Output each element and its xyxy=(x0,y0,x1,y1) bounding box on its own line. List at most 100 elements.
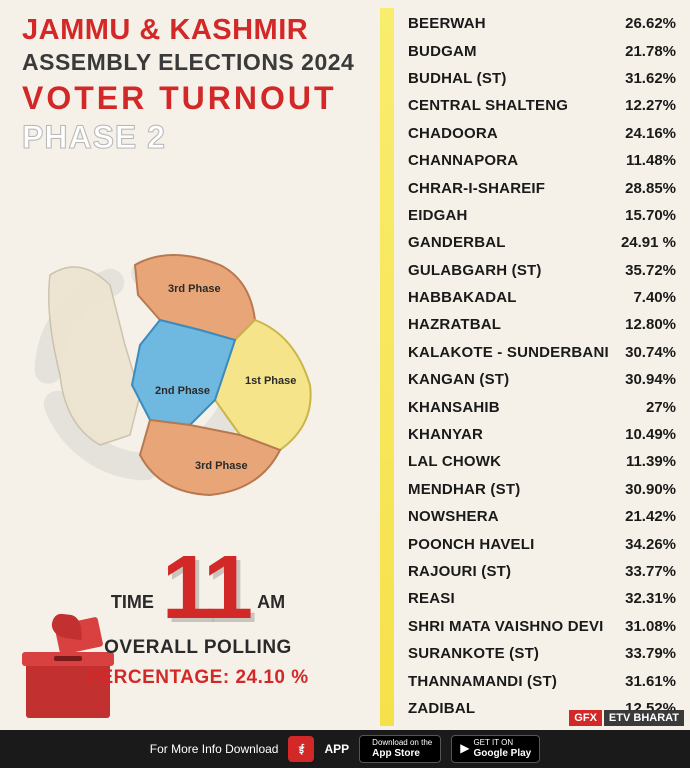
constituency-row: LAL CHOWK 11.39% xyxy=(408,448,676,475)
footer-text: For More Info Download xyxy=(150,742,279,756)
constituency-name: LAL CHOWK xyxy=(408,453,501,470)
constituency-value: 11.39% xyxy=(626,453,676,470)
constituency-name: THANNAMANDI (ST) xyxy=(408,673,557,690)
footer-bar: For More Info Download ई APP Download on… xyxy=(0,730,690,768)
constituency-row: GULABGARH (ST) 35.72% xyxy=(408,257,676,284)
constituency-row: BUDHAL (ST) 31.62% xyxy=(408,65,676,92)
constituency-name: SURANKOTE (ST) xyxy=(408,645,539,662)
constituency-value: 31.62% xyxy=(625,70,676,87)
constituency-list: BEERWAH 26.62% BUDGAM 21.78% BUDHAL (ST) 31.6… xyxy=(408,10,676,722)
constituency-row: KANGAN (ST) 30.94% xyxy=(408,366,676,393)
play-icon: ▶ xyxy=(460,742,469,755)
jk-map-icon xyxy=(40,225,340,505)
yellow-divider-bar xyxy=(380,8,394,726)
constituency-name: REASI xyxy=(408,590,455,607)
constituency-row: EIDGAH 15.70% xyxy=(408,202,676,229)
etv-app-logo-icon: ई xyxy=(288,736,314,762)
constituency-value: 10.49% xyxy=(625,426,676,443)
time-am-label: AM xyxy=(257,592,285,613)
constituency-name: CENTRAL SHALTENG xyxy=(408,97,568,114)
title-subtitle: ASSEMBLY ELECTIONS 2024 xyxy=(22,49,354,76)
constituency-row: HAZRATBAL 12.80% xyxy=(408,311,676,338)
constituency-row: CHADOORA 24.16% xyxy=(408,120,676,147)
constituency-value: 34.26% xyxy=(625,536,676,553)
constituency-name: CHANNAPORA xyxy=(408,152,518,169)
constituency-row: CHRAR-I-SHAREIF 28.85% xyxy=(408,174,676,201)
constituency-name: EIDGAH xyxy=(408,207,468,224)
map-region: 3rd Phase 1st Phase 2nd Phase 3rd Phase xyxy=(40,225,340,505)
time-polling-block: TIME 11 AM OVERALL POLLING PERCENTAGE: 2… xyxy=(28,555,368,689)
constituency-value: 32.31% xyxy=(625,590,676,607)
constituency-value: 30.90% xyxy=(625,481,676,498)
constituency-value: 30.94% xyxy=(625,371,676,388)
google-play-badge[interactable]: ▶ GET IT ON Google Play xyxy=(451,735,540,763)
constituency-value: 21.42% xyxy=(625,508,676,525)
constituency-value: 21.78% xyxy=(625,43,676,60)
constituency-name: RAJOURI (ST) xyxy=(408,563,511,580)
constituency-value: 24.91 % xyxy=(621,234,676,251)
constituency-row: REASI 32.31% xyxy=(408,585,676,612)
appstore-big-text: App Store xyxy=(372,748,432,759)
constituency-value: 12.80% xyxy=(625,316,676,333)
play-small-text: GET IT ON xyxy=(473,739,531,748)
constituency-value: 31.08% xyxy=(625,618,676,635)
appstore-small-text: Download on the xyxy=(372,739,432,748)
constituency-name: CHRAR-I-SHAREIF xyxy=(408,180,545,197)
constituency-value: 12.27% xyxy=(625,97,676,114)
constituency-value: 26.62% xyxy=(625,15,676,32)
constituency-value: 33.77% xyxy=(625,563,676,580)
constituency-row: CENTRAL SHALTENG 12.27% xyxy=(408,92,676,119)
constituency-value: 28.85% xyxy=(625,180,676,197)
constituency-row: POONCH HAVELI 34.26% xyxy=(408,530,676,557)
constituency-name: CHADOORA xyxy=(408,125,498,142)
overall-polling-label: OVERALL POLLING xyxy=(28,637,368,659)
map-label-phase3-top: 3rd Phase xyxy=(168,283,221,295)
constituency-row: RAJOURI (ST) 33.77% xyxy=(408,558,676,585)
time-label: TIME xyxy=(111,592,154,613)
title-voter-turnout: VOTER TURNOUT xyxy=(22,80,354,117)
constituency-row: THANNAMANDI (ST) 31.61% xyxy=(408,667,676,694)
constituency-name: MENDHAR (ST) xyxy=(408,481,520,498)
app-store-badge[interactable]: Download on the App Store xyxy=(359,735,441,763)
constituency-row: SHRI MATA VAISHNO DEVI 31.08% xyxy=(408,613,676,640)
constituency-name: SHRI MATA VAISHNO DEVI xyxy=(408,618,604,635)
constituency-name: BUDHAL (ST) xyxy=(408,70,507,87)
constituency-row: MENDHAR (ST) 30.90% xyxy=(408,476,676,503)
constituency-value: 30.74% xyxy=(625,344,676,361)
constituency-name: KHANSAHIB xyxy=(408,399,500,416)
constituency-row: KHANSAHIB 27% xyxy=(408,393,676,420)
map-label-phase3-bottom: 3rd Phase xyxy=(195,460,248,472)
constituency-name: HAZRATBAL xyxy=(408,316,501,333)
overall-percentage: PERCENTAGE: 24.10 % xyxy=(28,667,368,689)
constituency-row: NOWSHERA21.42% xyxy=(408,503,676,530)
header-block: JAMMU & KASHMIR ASSEMBLY ELECTIONS 2024 … xyxy=(22,14,354,156)
constituency-value: 35.72% xyxy=(625,262,676,279)
constituency-value: 27% xyxy=(646,399,676,416)
constituency-name: GULABGARH (ST) xyxy=(408,262,542,279)
constituency-value: 31.61% xyxy=(625,673,676,690)
footer-app-label: APP xyxy=(324,742,349,756)
constituency-name: POONCH HAVELI xyxy=(408,536,535,553)
constituency-value: 15.70% xyxy=(625,207,676,224)
constituency-name: KANGAN (ST) xyxy=(408,371,509,388)
constituency-value: 33.79% xyxy=(625,645,676,662)
map-label-phase1: 1st Phase xyxy=(245,375,296,387)
constituency-row: KALAKOTE - SUNDERBANI30.74% xyxy=(408,339,676,366)
constituency-value: 24.16% xyxy=(625,125,676,142)
constituency-name: ZADIBAL xyxy=(408,700,475,717)
constituency-row: BEERWAH 26.62% xyxy=(408,10,676,37)
time-value: 11 xyxy=(162,555,249,623)
constituency-name: BUDGAM xyxy=(408,43,477,60)
title-state: JAMMU & KASHMIR xyxy=(22,14,354,47)
gfx-credit-tag: GFX ETV BHARAT xyxy=(569,710,684,726)
constituency-name: HABBAKADAL xyxy=(408,289,517,306)
constituency-name: KHANYAR xyxy=(408,426,483,443)
play-big-text: Google Play xyxy=(473,748,531,759)
gfx-label: GFX xyxy=(569,710,602,726)
constituency-row: KHANYAR 10.49% xyxy=(408,421,676,448)
constituency-value: 11.48% xyxy=(626,152,676,169)
map-label-phase2: 2nd Phase xyxy=(155,385,210,397)
constituency-row: GANDERBAL24.91 % xyxy=(408,229,676,256)
constituency-name: BEERWAH xyxy=(408,15,486,32)
constituency-row: SURANKOTE (ST) 33.79% xyxy=(408,640,676,667)
